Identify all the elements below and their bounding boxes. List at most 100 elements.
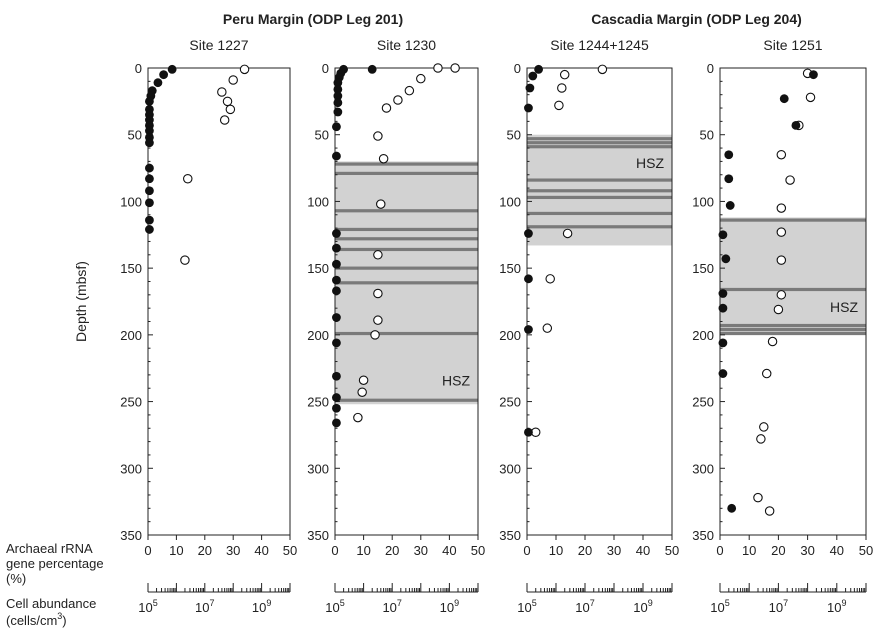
y-tick-label: 350 bbox=[307, 528, 329, 543]
cell-axis-units: (cells/cm3) bbox=[6, 611, 67, 628]
cell-axis-units-close: ) bbox=[62, 613, 66, 628]
x-tick-label: 30 bbox=[800, 543, 814, 558]
cell-tick-exponent: 5 bbox=[725, 598, 730, 608]
hydrate-layer bbox=[527, 145, 672, 149]
cell-tick-exponent: 5 bbox=[340, 598, 345, 608]
archaeal-pct-point bbox=[332, 393, 341, 402]
y-tick-label: 350 bbox=[692, 528, 714, 543]
x-tick-label: 30 bbox=[414, 543, 428, 558]
y-tick-label: 0 bbox=[707, 61, 714, 76]
hydrate-layer bbox=[527, 225, 672, 229]
x-tick-label: 40 bbox=[830, 543, 844, 558]
archaeal-pct-point bbox=[145, 225, 154, 234]
y-tick-label: 350 bbox=[499, 528, 521, 543]
archaeal-pct-point bbox=[145, 126, 154, 136]
archaeal-pct-point bbox=[333, 98, 343, 108]
cell-abundance-point bbox=[776, 290, 787, 300]
y-tick-label: 250 bbox=[499, 395, 521, 410]
cell-axis-units-exp: 3 bbox=[57, 611, 62, 621]
cell-abundance-point bbox=[753, 492, 763, 503]
y-tick-label: 250 bbox=[307, 395, 329, 410]
cell-tick-base: 10 bbox=[575, 600, 589, 615]
x-tick-label: 20 bbox=[385, 543, 399, 558]
hydrate-layer bbox=[527, 137, 672, 141]
site-title: Site 1230 bbox=[377, 37, 436, 53]
archaeal-pct-point bbox=[791, 120, 801, 130]
x-tick-label: 30 bbox=[607, 543, 621, 558]
cell-tick-base: 10 bbox=[138, 600, 152, 615]
archaeal-pct-point bbox=[367, 64, 377, 74]
hydrate-layer bbox=[720, 287, 866, 292]
y-tick-label: 300 bbox=[307, 461, 329, 476]
hydrate-layer bbox=[335, 162, 478, 166]
cell-axis-units-base: (cells/cm bbox=[6, 613, 57, 628]
archaeal-pct-point bbox=[332, 403, 341, 413]
archaeal-pct-point bbox=[718, 303, 728, 313]
cell-tick-base: 10 bbox=[633, 600, 647, 615]
archaeal-pct-point bbox=[145, 198, 154, 208]
hydrate-layer bbox=[335, 247, 478, 252]
x-tick-label: 20 bbox=[198, 543, 212, 558]
y-tick-label: 200 bbox=[499, 328, 521, 343]
x-tick-label: 40 bbox=[636, 543, 650, 558]
plot-frame bbox=[334, 67, 479, 536]
archaeal-pct-point bbox=[167, 64, 177, 74]
cell-abundance-point bbox=[785, 175, 795, 185]
hydrate-layer bbox=[720, 327, 866, 332]
cell-axis-title-line: Cell abundance bbox=[6, 596, 96, 611]
archaeal-pct-point bbox=[159, 70, 169, 80]
archaeal-pct-point bbox=[145, 163, 154, 173]
cell-tick-label: 109 bbox=[252, 598, 271, 615]
hydrate-layer bbox=[335, 227, 478, 232]
cell-tick-base: 10 bbox=[195, 600, 209, 615]
hydrate-layer bbox=[335, 398, 478, 402]
cell-abundance-point bbox=[759, 422, 769, 432]
hydrate-layer bbox=[527, 178, 672, 182]
hydrate-layer bbox=[720, 218, 866, 222]
archaeal-pct-point bbox=[332, 151, 341, 161]
cell-abundance-point bbox=[373, 250, 383, 260]
archaeal-pct-point bbox=[524, 103, 533, 113]
archaeal-pct-point bbox=[524, 325, 533, 334]
x-tick-label: 10 bbox=[549, 543, 563, 558]
x-axis-title-line: Archaeal rRNA bbox=[6, 541, 93, 556]
archaeal-pct-point bbox=[332, 313, 341, 322]
cell-tick-exponent: 7 bbox=[783, 598, 788, 608]
archaeal-pct-point bbox=[524, 274, 533, 284]
cell-abundance-point bbox=[180, 255, 190, 265]
archaeal-pct-point bbox=[145, 215, 154, 225]
cell-abundance-point bbox=[776, 227, 787, 237]
x-tick-label: 50 bbox=[283, 543, 297, 558]
y-tick-label: 150 bbox=[692, 261, 714, 276]
cell-tick-label: 109 bbox=[633, 598, 652, 615]
cell-abundance-point bbox=[767, 336, 778, 347]
archaeal-pct-point bbox=[721, 254, 731, 264]
y-tick-label: 50 bbox=[128, 128, 142, 143]
cell-tick-label: 107 bbox=[195, 598, 214, 615]
hydrate-layer bbox=[527, 195, 672, 200]
archaeal-pct-point bbox=[718, 369, 728, 378]
cell-tick-label: 105 bbox=[325, 598, 344, 615]
y-tick-label: 50 bbox=[315, 128, 329, 143]
x-tick-label: 10 bbox=[742, 543, 756, 558]
x-tick-label: 10 bbox=[169, 543, 183, 558]
x-tick-label: 50 bbox=[471, 543, 485, 558]
cell-abundance-point bbox=[381, 103, 392, 113]
archaeal-pct-point bbox=[332, 275, 341, 285]
cell-abundance-point bbox=[393, 95, 403, 105]
site-title: Site 1244+1245 bbox=[550, 37, 649, 53]
archaeal-pct-point bbox=[153, 78, 163, 88]
x-tick-label: 20 bbox=[771, 543, 785, 558]
cell-abundance-point bbox=[373, 315, 383, 325]
cell-tick-label: 107 bbox=[575, 598, 594, 615]
archaeal-pct-point bbox=[145, 174, 154, 184]
y-tick-label: 0 bbox=[135, 61, 142, 76]
cell-abundance-point bbox=[756, 434, 766, 444]
archaeal-pct-point bbox=[725, 201, 735, 210]
cell-abundance-point bbox=[761, 368, 772, 379]
y-tick-label: 250 bbox=[692, 395, 714, 410]
cell-abundance-point bbox=[776, 149, 787, 160]
cell-abundance-point bbox=[373, 131, 383, 141]
